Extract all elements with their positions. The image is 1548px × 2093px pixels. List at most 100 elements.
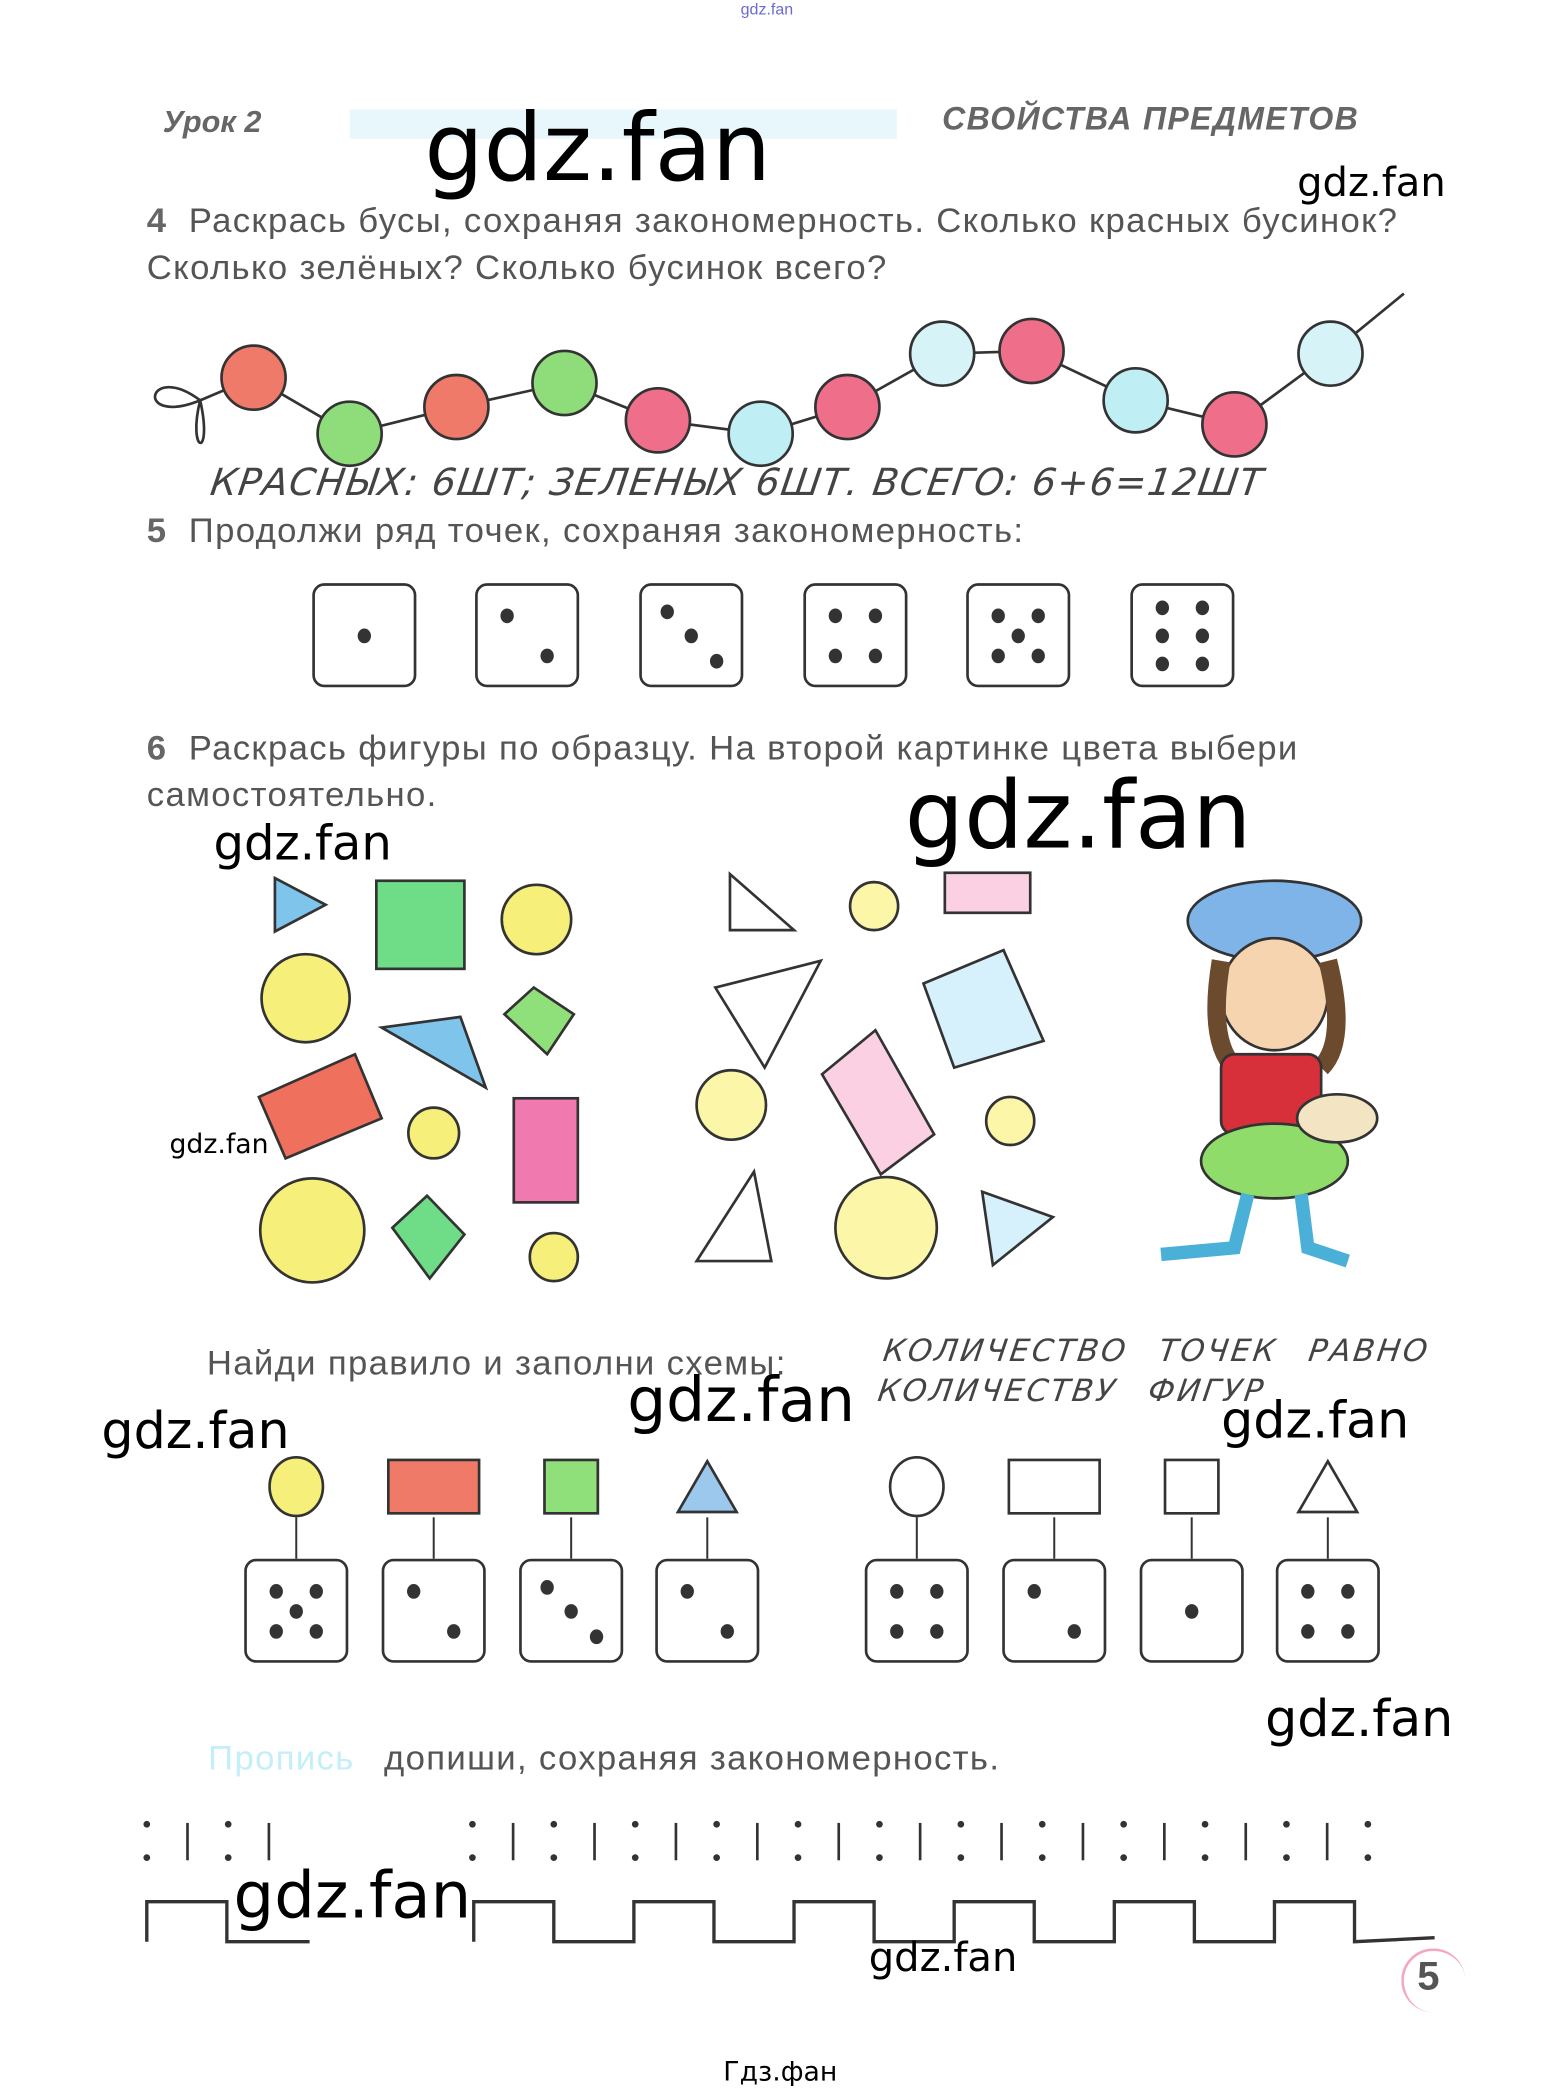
task4-prompt: 4 Раскрась бусы, сохраняя закономерность.… [147,198,1428,291]
header-band [349,109,897,139]
dot [1195,628,1209,644]
green-square [502,985,576,1057]
dot [828,608,843,624]
blue-triangle [377,1015,489,1091]
copybook-text: допиши, сохраняя закономерность. [384,1737,1001,1778]
square-shape [543,1458,600,1515]
circle-shape [888,1455,945,1518]
dot [224,1820,232,1828]
dot [709,653,723,668]
dot [143,1854,151,1861]
watermark: gdz.fan [213,816,392,872]
dot [1195,656,1209,671]
copybook-label: Пропись [208,1737,355,1778]
bead-necklace [153,292,1405,468]
triangle-shape [675,1458,739,1514]
bead[interactable] [998,317,1065,385]
top-watermark: gdz.fan [740,0,794,19]
task-number: 4 [146,200,168,241]
bead[interactable] [1102,366,1170,434]
dot [1185,1604,1199,1619]
red-rect [257,1052,384,1161]
bead[interactable] [624,387,692,454]
dot-card[interactable] [244,1558,349,1663]
triangle-shape [1296,1458,1360,1514]
bead[interactable] [727,400,795,468]
dot-card[interactable] [1139,1558,1244,1663]
dot-card[interactable] [312,583,417,688]
rect-shape [387,1458,481,1515]
dot-card[interactable] [475,583,580,688]
dot-card[interactable] [864,1558,969,1663]
dot [589,1628,603,1644]
dot [1283,1820,1290,1828]
yellow-circle [528,1231,580,1283]
bead[interactable] [531,349,598,417]
dot [828,648,843,663]
dot [684,628,698,644]
artist-character-illustration [1160,879,1379,1268]
bead[interactable] [908,320,976,388]
dot [957,1854,965,1861]
watermark: gdz.fan [169,1127,269,1160]
dot [713,1854,720,1861]
blue-triangle [273,875,329,934]
bow-icon [153,385,206,445]
bead[interactable] [1201,391,1268,458]
bead[interactable] [423,373,490,441]
dot-card[interactable] [966,583,1071,688]
dot [550,1820,558,1828]
dot [540,648,554,663]
task-number: 5 [146,509,168,550]
dot [1155,656,1170,671]
dot [1364,1820,1372,1828]
dot-card[interactable] [1275,1558,1380,1663]
dot [794,1854,802,1861]
dot [1011,628,1025,644]
dot-card[interactable] [1130,583,1235,688]
dot [659,603,674,619]
bead[interactable] [316,400,384,468]
dot [794,1820,802,1828]
bead[interactable] [220,344,287,412]
dot [1027,1584,1042,1599]
yellow-circle [407,1106,461,1160]
dot [631,1820,639,1828]
bead[interactable] [814,373,881,441]
dot-card[interactable] [1002,1558,1107,1663]
green-square [390,1193,467,1281]
footer-watermark: Гдз.фан [723,2055,838,2088]
dot-card[interactable] [655,1558,760,1663]
watermark: gdz.fan [424,93,772,203]
schemes-prompt: Найди правило и заполни схемы: [206,1342,787,1383]
task5-prompt: 5 Продолжи ряд точек, сохраняя закономерн… [147,507,1025,554]
dot-card[interactable] [519,1558,624,1663]
bead[interactable] [1297,320,1364,388]
dot [564,1604,578,1619]
dot [539,1579,554,1595]
dot [357,628,371,644]
dot-card[interactable] [803,583,908,688]
dot-card[interactable] [381,1558,486,1663]
dot [1195,600,1209,616]
square-wave-line [145,1899,1435,1944]
dot [224,1854,232,1861]
dot [876,1854,883,1861]
watermark: gdz.fan [1297,160,1446,207]
dot [713,1820,720,1828]
dot [143,1820,151,1828]
watermark: gdz.fan [1221,1390,1410,1450]
watermark: gdz.fan [1265,1689,1454,1749]
watermark: gdz.fan [904,760,1252,871]
dot [1283,1854,1290,1861]
dot [1038,1854,1046,1861]
watermark: gdz.fan [627,1363,856,1436]
lesson-label: Урок 2 [162,104,262,139]
dot-card[interactable] [639,583,744,688]
dot [1340,1584,1355,1599]
dot [1067,1623,1081,1639]
page-number-circle [1401,1948,1466,2013]
dot [1364,1854,1372,1861]
